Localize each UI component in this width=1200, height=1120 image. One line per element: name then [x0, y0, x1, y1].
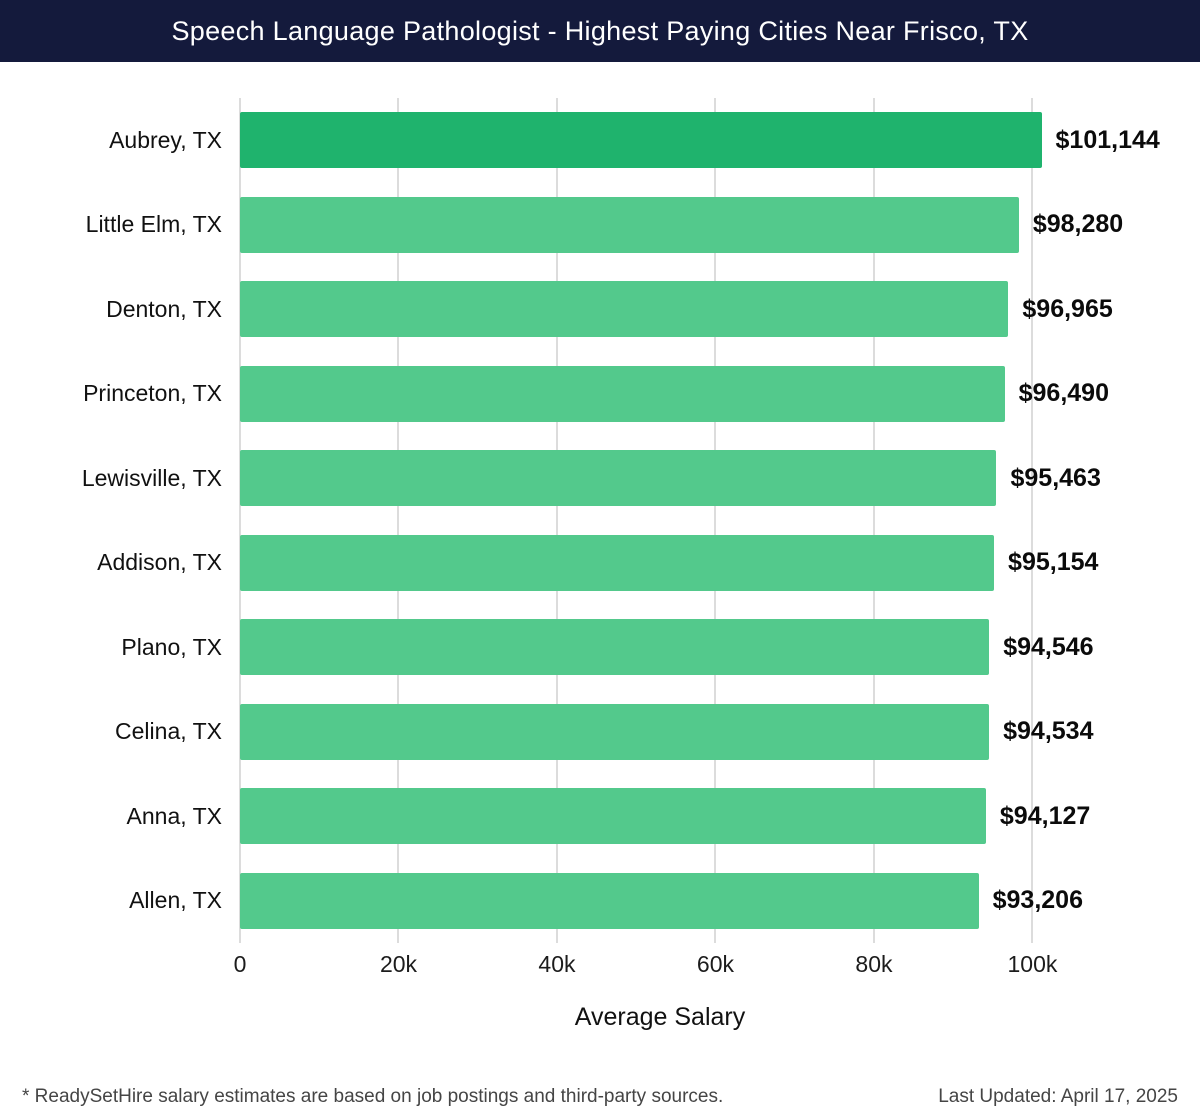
gridline: [1031, 98, 1034, 943]
bar-row: Aubrey, TX $101,144: [0, 98, 1200, 183]
bar-track: $95,154: [240, 534, 1098, 591]
bar-track: $101,144: [240, 112, 1160, 169]
value-label: $93,206: [992, 886, 1083, 915]
x-tick-label: 20k: [379, 951, 418, 977]
value-label: $95,154: [1008, 548, 1099, 577]
bar-row: Lewisville, TX $95,463: [0, 436, 1200, 521]
gridline: [872, 98, 875, 943]
bar-row: Addison, TX $95,154: [0, 521, 1200, 606]
footer: * ReadySetHire salary estimates are base…: [0, 1086, 1200, 1108]
gridline: [555, 98, 558, 943]
x-tick-label: 0: [233, 951, 247, 977]
category-label: Aubrey, TX: [109, 126, 222, 153]
bar-row: Plano, TX $94,546: [0, 605, 1200, 690]
salary-bar: [240, 534, 995, 591]
x-tick-label: 40k: [538, 951, 576, 977]
salary-bar: [240, 872, 979, 929]
bar-row: Princeton, TX $96,490: [0, 352, 1200, 437]
bar-track: $98,280: [240, 196, 1123, 253]
salary-bar: [240, 788, 986, 845]
gridlines: [239, 98, 1080, 943]
gridline: [239, 98, 241, 943]
category-label: Allen, TX: [129, 887, 222, 914]
bar-row: Denton, TX $96,965: [0, 267, 1200, 352]
salary-bar: [240, 450, 997, 507]
value-label: $95,463: [1010, 463, 1101, 492]
value-label: $94,127: [999, 801, 1091, 830]
value-label: $101,144: [1055, 125, 1160, 154]
x-tick-label: 100k: [1007, 951, 1058, 977]
salary-bar: [240, 196, 1019, 253]
footer-last-updated: Last Updated: April 17, 2025: [938, 1086, 1178, 1107]
value-label: $94,546: [1003, 632, 1094, 661]
category-label: Little Elm, TX: [85, 211, 222, 238]
bar-track: $94,534: [240, 703, 1094, 760]
chart-header: Speech Language Pathologist - Highest Pa…: [0, 0, 1200, 62]
bar-track: $94,127: [240, 788, 1090, 845]
bar-track: $96,490: [240, 365, 1109, 422]
gridline: [397, 98, 400, 943]
category-label: Anna, TX: [126, 802, 222, 829]
category-label: Plano, TX: [121, 633, 222, 660]
salary-bar: [240, 281, 1009, 338]
bar-track: $95,463: [240, 450, 1101, 507]
chart-title: Speech Language Pathologist - Highest Pa…: [171, 15, 1029, 46]
bar-chart: Aubrey, TX $101,144 Little Elm, TX $98,280 D…: [0, 98, 1200, 1032]
category-label: Addison, TX: [97, 549, 222, 576]
bar-row: Little Elm, TX $98,280: [0, 183, 1200, 268]
salary-bar: [240, 112, 1042, 169]
x-axis-label: Average Salary: [574, 1003, 746, 1031]
salary-bar: [240, 703, 990, 760]
bar-track: $96,965: [240, 281, 1113, 338]
bar-rows: Aubrey, TX $101,144 Little Elm, TX $98,280 D…: [0, 98, 1200, 943]
gridline: [714, 98, 717, 943]
bar-row: Allen, TX $93,206: [0, 859, 1200, 944]
value-label: $96,965: [1022, 294, 1113, 323]
value-label: $96,490: [1018, 379, 1109, 408]
bar-track: $94,546: [240, 619, 1094, 676]
x-tick-label: 60k: [696, 951, 735, 977]
salary-bar: [240, 619, 990, 676]
bar-row: Celina, TX $94,534: [0, 690, 1200, 775]
x-axis-ticks: 0 20k 40k 60k 80k 100k: [234, 951, 1080, 983]
value-label: $94,534: [1003, 717, 1094, 746]
salary-bar: [240, 365, 1005, 422]
category-label: Celina, TX: [115, 718, 222, 745]
category-label: Lewisville, TX: [81, 464, 222, 491]
category-label: Denton, TX: [106, 295, 222, 322]
bar-track: $93,206: [240, 872, 1083, 929]
value-label: $98,280: [1032, 210, 1124, 239]
x-tick-label: 80k: [855, 951, 893, 977]
footer-note: * ReadySetHire salary estimates are base…: [22, 1086, 724, 1107]
bar-row: Anna, TX $94,127: [0, 774, 1200, 859]
category-label: Princeton, TX: [83, 380, 222, 407]
